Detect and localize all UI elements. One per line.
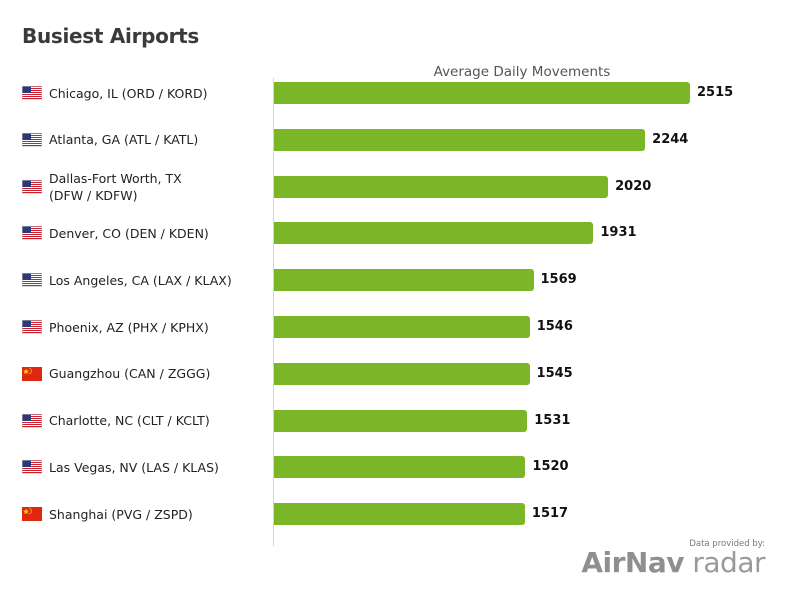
bar[interactable] bbox=[274, 456, 526, 479]
us-flag-icon bbox=[22, 413, 42, 428]
bar-value-label: 2020 bbox=[615, 178, 652, 194]
bar[interactable] bbox=[274, 222, 594, 245]
category-label-text: Dallas-Fort Worth, TX (DFW / KDFW) bbox=[49, 170, 182, 203]
us-flag-icon bbox=[22, 273, 42, 288]
bar-value-label: 1545 bbox=[536, 365, 573, 381]
data-credit: Data provided by: bbox=[689, 539, 765, 549]
category-label: Shanghai (PVG / ZSPD) bbox=[22, 494, 193, 534]
axis-line bbox=[273, 78, 274, 546]
bar-value-label: 2515 bbox=[697, 85, 734, 100]
us-flag-icon bbox=[22, 179, 42, 194]
series-label: Average Daily Movements bbox=[433, 64, 611, 80]
bar[interactable] bbox=[274, 316, 530, 338]
us-flag-icon bbox=[22, 132, 42, 147]
category-label-text: Phoenix, AZ (PHX / KPHX) bbox=[49, 319, 209, 335]
bar-value-label: 1546 bbox=[536, 319, 573, 334]
category-label-text: Las Vegas, NV (LAS / KLAS) bbox=[49, 459, 219, 475]
airnav-radar-logo[interactable]: AirNav radar bbox=[581, 546, 765, 579]
logo-text-airnav: AirNav bbox=[581, 546, 684, 579]
category-label: Atlanta, GA (ATL / KATL) bbox=[22, 120, 198, 160]
bar-value-label: 1520 bbox=[532, 459, 569, 475]
cn-flag-icon bbox=[22, 366, 42, 381]
category-label: Los Angeles, CA (LAX / KLAX) bbox=[22, 260, 232, 300]
category-label-text: Charlotte, NC (CLT / KCLT) bbox=[49, 413, 210, 429]
cn-flag-icon bbox=[22, 507, 42, 522]
us-flag-icon bbox=[22, 320, 42, 334]
bar-value-label: 1531 bbox=[534, 412, 571, 428]
category-label-text: Los Angeles, CA (LAX / KLAX) bbox=[49, 272, 232, 288]
category-label-text: Guangzhou (CAN / ZGGG) bbox=[49, 366, 211, 382]
bar[interactable] bbox=[274, 269, 534, 292]
us-flag-icon bbox=[22, 460, 42, 475]
category-label: Guangzhou (CAN / ZGGG) bbox=[22, 354, 210, 394]
bar[interactable] bbox=[274, 128, 646, 151]
category-label-text: Shanghai (PVG / ZSPD) bbox=[49, 506, 193, 522]
category-label: Charlotte, NC (CLT / KCLT) bbox=[22, 401, 210, 441]
bar[interactable] bbox=[274, 409, 528, 432]
category-label: Chicago, IL (ORD / KORD) bbox=[22, 73, 208, 113]
us-flag-icon bbox=[22, 226, 42, 241]
bar-value-label: 1569 bbox=[540, 272, 577, 288]
us-flag-icon bbox=[22, 86, 42, 100]
category-label: Phoenix, AZ (PHX / KPHX) bbox=[22, 307, 209, 347]
category-label-text: Chicago, IL (ORD / KORD) bbox=[49, 85, 208, 101]
bar-value-label: 2244 bbox=[652, 131, 689, 147]
logo-text-radar: radar bbox=[683, 546, 765, 579]
category-label-text: Denver, CO (DEN / KDEN) bbox=[49, 225, 209, 241]
category-label-text: Atlanta, GA (ATL / KATL) bbox=[49, 132, 199, 148]
bar-value-label: 1517 bbox=[531, 506, 569, 522]
category-label: Denver, CO (DEN / KDEN) bbox=[22, 213, 209, 253]
bar-value-label: 1931 bbox=[600, 225, 637, 241]
bar[interactable] bbox=[274, 82, 690, 104]
bar[interactable] bbox=[274, 362, 530, 385]
chart-title: Busiest Airports bbox=[22, 24, 200, 48]
bar[interactable] bbox=[274, 503, 525, 526]
bar[interactable] bbox=[274, 175, 609, 198]
category-label: Dallas-Fort Worth, TX (DFW / KDFW) bbox=[22, 167, 182, 207]
category-label: Las Vegas, NV (LAS / KLAS) bbox=[22, 447, 219, 487]
